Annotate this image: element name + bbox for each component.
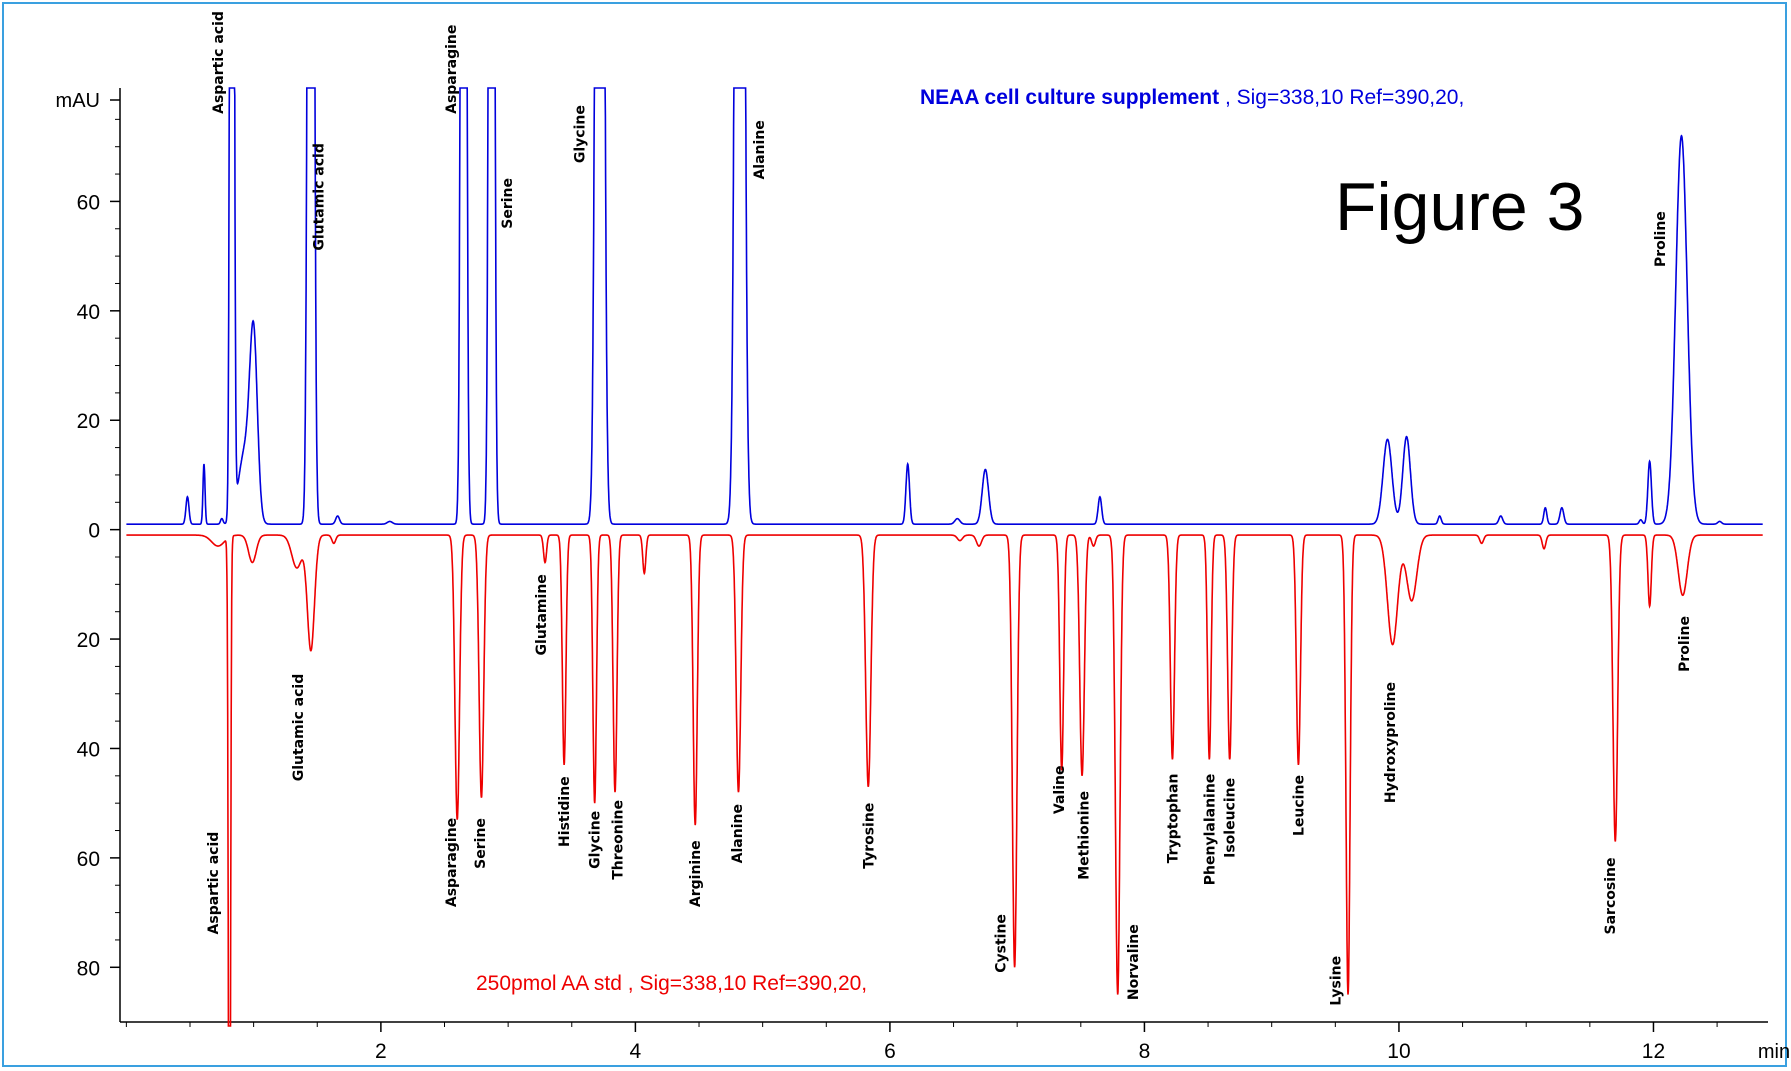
x-tick-label: 2 [375, 1040, 387, 1063]
legend-bottom: 250pmol AA std , Sig=338,10 Ref=390,20, [476, 972, 867, 995]
x-tick-label: 4 [630, 1040, 642, 1063]
peak-label: Glutamic acid [312, 143, 328, 251]
y-axis-unit: mAU [56, 90, 100, 112]
peak-label: Hydroxyproline [1383, 682, 1399, 803]
x-ticks: 2 4 6 8 10 12 [125, 1022, 1718, 1063]
y-tick-label: 0 [88, 520, 100, 543]
figure-label: Figure 3 [1335, 169, 1584, 245]
y-tick-label: 60 [77, 848, 100, 871]
y-tick-label: 60 [77, 191, 100, 214]
peak-label: Sarcosine [1603, 858, 1619, 935]
peak-label: Cystine [994, 914, 1010, 973]
series-suffix-neaa: , Sig=338,10 Ref=390,20, [1225, 86, 1464, 109]
x-tick-label: 10 [1387, 1040, 1410, 1063]
y-tick-label: 20 [77, 629, 100, 652]
peak-label: Arginine [688, 840, 704, 907]
peak-label: Proline [1653, 211, 1669, 267]
x-tick-label: 8 [1139, 1040, 1151, 1063]
traces [126, 87, 1763, 1027]
peak-label: Lysine [1328, 956, 1344, 1006]
peak-label: Alanine [730, 804, 746, 863]
peak-label: Isoleucine [1223, 778, 1239, 858]
peak-label: Leucine [1291, 775, 1307, 836]
peak-label: Asparagine [444, 25, 460, 114]
peak-label: Histidine [557, 776, 573, 847]
trace-aa-std [126, 534, 1763, 1027]
peak-label: Methionine [1076, 791, 1092, 880]
y-tick-label: 80 [77, 957, 100, 980]
peak-label: Glycine [588, 811, 604, 869]
peak-labels-top: Aspartic acid Glutamic acid Asparagine Seri… [211, 11, 1669, 267]
peak-label: Aspartic acid [211, 11, 227, 114]
series-suffix-aa-std: , Sig=338,10 Ref=390,20, [628, 972, 867, 995]
peak-label: Proline [1677, 616, 1693, 672]
series-name-neaa: NEAA cell culture supplement [920, 86, 1219, 109]
peak-label: Glycine [572, 105, 588, 163]
x-tick-label: 12 [1642, 1040, 1665, 1063]
peak-label: Norvaline [1126, 924, 1142, 1000]
peak-label: Glutamine [534, 574, 550, 655]
trace-neaa [126, 87, 1763, 525]
peak-label: Tryptophan [1165, 774, 1181, 864]
y-tick-label: 20 [77, 410, 100, 433]
peak-label: Valine [1052, 766, 1068, 815]
y-tick-label: 40 [77, 738, 100, 761]
axes: 60 40 20 0 20 40 60 80 2 4 6 8 10 12 mAU min [56, 88, 1790, 1063]
peak-label: Aspartic acid [206, 832, 222, 935]
y-ticks: 60 40 20 0 20 40 60 80 [77, 99, 120, 980]
peak-label: Asparagine [444, 818, 460, 907]
legend-top: NEAA cell culture supplement , Sig=338,1… [920, 86, 1464, 109]
series-name-aa-std: 250pmol AA std [476, 972, 622, 995]
peak-label: Tyrosine [861, 803, 877, 869]
peak-label: Threonine [611, 800, 627, 880]
peak-label: Serine [473, 818, 489, 869]
x-tick-label: 6 [884, 1040, 896, 1063]
peak-label: Phenylalanine [1202, 774, 1218, 886]
peak-label: Alanine [752, 120, 768, 179]
x-axis-unit: min [1758, 1041, 1790, 1063]
peak-labels-bottom: Aspartic acid Glutamic acid Asparagine Seri… [206, 574, 1693, 1005]
y-tick-label: 40 [77, 301, 100, 324]
peak-label: Serine [500, 178, 516, 229]
peak-label: Glutamic acid [291, 674, 307, 782]
